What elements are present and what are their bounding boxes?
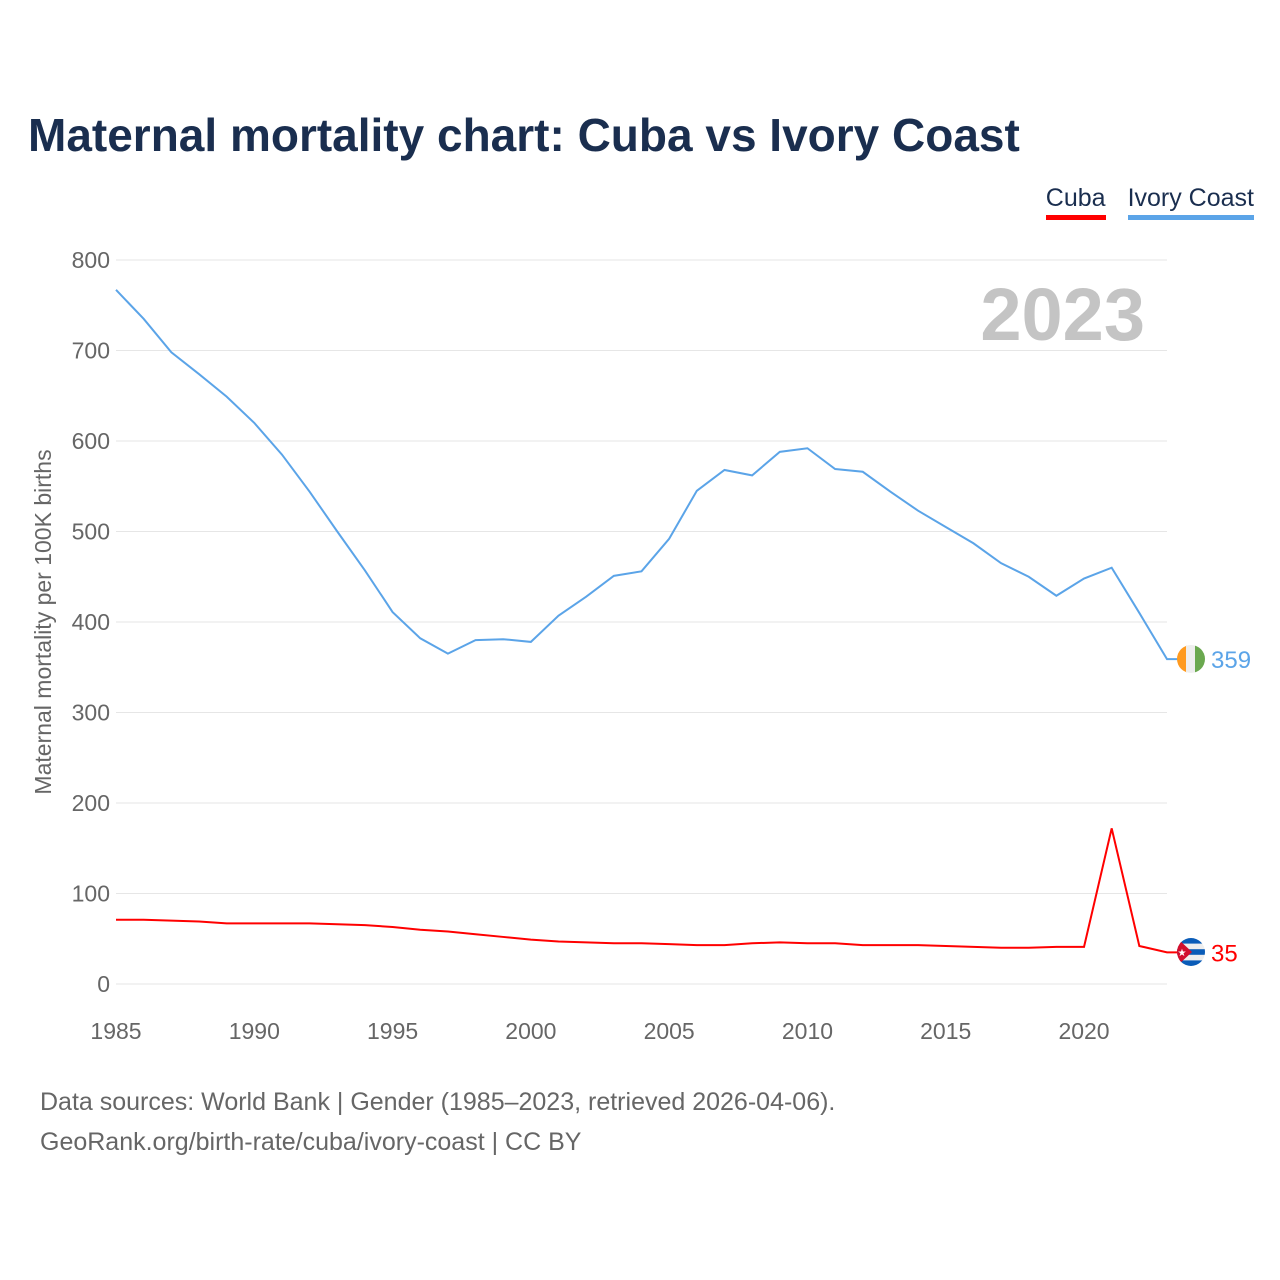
y-tick-label: 500 (72, 519, 110, 545)
x-tick-label: 1995 (367, 1018, 418, 1044)
year-watermark: 2023 (980, 273, 1145, 356)
footer-link[interactable]: GeoRank.org/birth-rate/cuba/ivory-coast … (40, 1128, 582, 1156)
series-line-cuba (116, 828, 1178, 954)
x-tick-label: 2010 (782, 1018, 833, 1044)
y-tick-label: 0 (97, 971, 110, 997)
y-axis-label: Maternal mortality per 100K births (30, 449, 56, 794)
svg-text:★: ★ (1178, 948, 1187, 959)
y-tick-label: 400 (72, 609, 110, 635)
end-value-label: 35 (1211, 940, 1238, 967)
x-tick-label: 2020 (1058, 1018, 1109, 1044)
series-line-ivory-coast (115, 289, 1178, 661)
footer-sources: Data sources: World Bank | Gender (1985–… (40, 1088, 836, 1116)
x-tick-label: 1985 (90, 1018, 141, 1044)
y-tick-label: 100 (72, 881, 110, 907)
legend-item-ivory-coast[interactable]: Ivory Coast (1127, 184, 1254, 220)
chart-title: Maternal mortality chart: Cuba vs Ivory … (28, 109, 1020, 161)
y-tick-label: 700 (72, 338, 110, 364)
x-tick-label: 2005 (644, 1018, 695, 1044)
y-tick-label: 600 (72, 428, 110, 454)
x-tick-label: 1990 (229, 1018, 280, 1044)
y-tick-label: 300 (72, 700, 110, 726)
end-value-label: 359 (1211, 647, 1251, 674)
ivory-coast-flag-icon (1177, 645, 1205, 673)
x-tick-label: 2000 (505, 1018, 556, 1044)
legend-item-cuba[interactable]: Cuba (1045, 184, 1106, 220)
y-tick-label: 200 (72, 790, 110, 816)
y-tick-label: 800 (72, 247, 110, 273)
x-tick-label: 2015 (920, 1018, 971, 1044)
cuba-flag-icon: ★ (1177, 938, 1205, 966)
legend: Cuba Ivory Coast (1045, 184, 1254, 220)
